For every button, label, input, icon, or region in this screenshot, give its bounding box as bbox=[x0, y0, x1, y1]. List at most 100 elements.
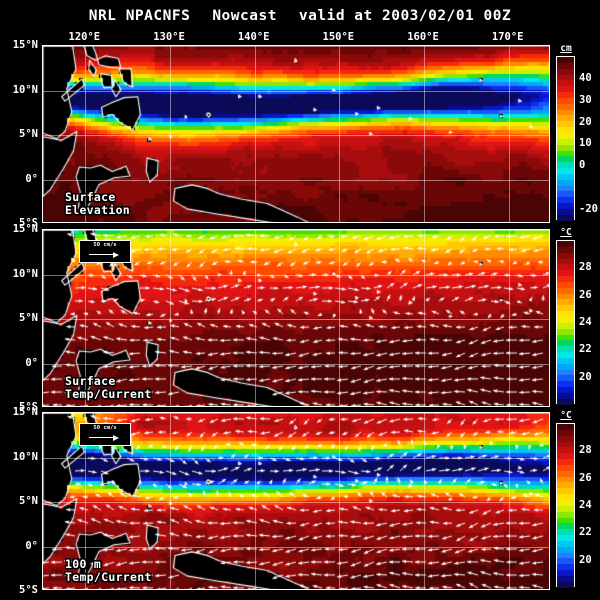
colorbar-segment bbox=[557, 264, 574, 271]
colorbar-segment bbox=[557, 523, 574, 530]
colorbar-segment bbox=[557, 132, 574, 139]
lat-tick-label: 5°N bbox=[19, 312, 38, 324]
graticule-line-lat bbox=[43, 90, 549, 92]
colorbar-swatches bbox=[556, 240, 575, 405]
map-panel-depth-100m-temp-current[interactable]: 50 cm/s 100 m Temp/Current bbox=[42, 412, 550, 590]
colorbar-segment bbox=[557, 459, 574, 465]
graticule-line-lat bbox=[43, 274, 549, 276]
graticule-line-lon bbox=[508, 46, 510, 222]
colorbar-segment bbox=[557, 564, 574, 571]
graticule bbox=[43, 413, 549, 589]
colorbar-tick-labels: 28 26 24 22 20 bbox=[578, 229, 600, 407]
colorbar-swatches bbox=[556, 423, 575, 588]
latitude-axis-depth-100m-temp-current: 15°N 10°N 5°N 0° 5°S bbox=[0, 406, 40, 596]
graticule-line-lon bbox=[339, 413, 341, 589]
panel-label-line: Surface bbox=[65, 374, 116, 389]
colorbar-segment bbox=[557, 57, 574, 63]
colorbar-segment bbox=[557, 203, 574, 209]
header-product: Nowcast bbox=[212, 8, 277, 24]
graticule-line-lat bbox=[43, 46, 549, 47]
colorbar-segment bbox=[557, 470, 574, 477]
colorbar-tick-label: 28 bbox=[579, 444, 592, 457]
colorbar-segment bbox=[557, 316, 574, 323]
colorbar-segment bbox=[557, 305, 574, 312]
colorbar-segment bbox=[557, 517, 574, 524]
colorbar-segment bbox=[557, 575, 574, 582]
colorbar-segment bbox=[557, 246, 574, 253]
colorbar-segment bbox=[557, 392, 574, 399]
colorbar-tick-label: 28 bbox=[579, 261, 592, 274]
colorbar-swatches bbox=[556, 56, 575, 221]
lat-tick-label: 5°N bbox=[19, 128, 38, 140]
colorbar-segment bbox=[557, 311, 574, 317]
lat-tick-label: 10°N bbox=[12, 83, 38, 96]
graticule-line-lat bbox=[43, 179, 549, 181]
latitude-axis-surface-temp-current: 15°N 10°N 5°N 0° 5°S bbox=[0, 223, 40, 413]
colorbar-segment bbox=[557, 214, 574, 221]
colorbar-segment bbox=[557, 173, 574, 180]
colorbar-segment bbox=[557, 357, 574, 364]
graticule-line-lon bbox=[170, 230, 171, 406]
lat-tick-label: 15°N bbox=[12, 39, 38, 51]
colorbar-segment bbox=[557, 138, 574, 145]
colorbar-tick-label: 22 bbox=[579, 343, 592, 356]
graticule-line-lat bbox=[43, 230, 549, 231]
colorbar-segment bbox=[557, 464, 574, 471]
colorbar-segment bbox=[557, 144, 574, 151]
colorbar-segment bbox=[557, 62, 574, 69]
colorbar-segment bbox=[557, 375, 574, 382]
colorbar-segment bbox=[557, 74, 574, 81]
colorbar-segment bbox=[557, 127, 574, 133]
lon-tick-label: 140°E bbox=[237, 31, 270, 43]
colorbar-segment bbox=[557, 398, 574, 405]
velocity-scale-key: 50 cm/s bbox=[79, 423, 131, 446]
colorbar-segment bbox=[557, 499, 574, 506]
colorbar-segment bbox=[557, 168, 574, 174]
lat-tick-label: 15°N bbox=[12, 406, 38, 418]
colorbar-tick-label: 20 bbox=[579, 115, 592, 128]
velocity-scale-label: 50 cm/s bbox=[93, 425, 117, 431]
colorbar-tick-label: 26 bbox=[579, 288, 592, 301]
map-panel-surface-temp-current[interactable]: 50 cm/s Surface Temp/Current bbox=[42, 229, 550, 407]
colorbar-segment bbox=[557, 540, 574, 547]
lat-tick-label: 5°S bbox=[19, 217, 38, 229]
latitude-axis-surface-elevation: 15°N 10°N 5°N 0° 5°S bbox=[0, 39, 40, 229]
colorbar-segment bbox=[557, 293, 574, 300]
colorbar-segment bbox=[557, 103, 574, 110]
map-panel-surface-elevation[interactable]: Surface Elevation bbox=[42, 45, 550, 223]
colorbar-tick-label: 20 bbox=[579, 553, 592, 566]
colorbar-segment bbox=[557, 570, 574, 576]
graticule-line-lon bbox=[339, 46, 341, 222]
colorbar-segment bbox=[557, 447, 574, 454]
colorbar-tick-label: 40 bbox=[579, 71, 592, 84]
graticule bbox=[43, 230, 549, 406]
graticule-line-lon bbox=[339, 230, 341, 406]
panel-label-line: Temp/Current bbox=[65, 386, 152, 401]
lon-tick-label: 130°E bbox=[153, 31, 185, 43]
header-valid-time: valid at 2003/02/01 00Z bbox=[298, 8, 512, 24]
colorbar-segment bbox=[557, 429, 574, 436]
panel-label-line: Temp/Current bbox=[65, 569, 152, 584]
colorbar-segment bbox=[557, 387, 574, 393]
velocity-scale-label: 50 cm/s bbox=[93, 242, 117, 248]
colorbar-segment bbox=[557, 363, 574, 370]
colorbar-segment bbox=[557, 191, 574, 198]
graticule-line-lat bbox=[43, 363, 549, 365]
colorbar-segment bbox=[557, 529, 574, 536]
colorbar-segment bbox=[557, 185, 574, 192]
lat-tick-label: 5°S bbox=[19, 401, 38, 413]
graticule-line-lon bbox=[508, 230, 510, 406]
colorbar-segment bbox=[557, 208, 574, 215]
colorbar-segment bbox=[557, 287, 574, 294]
lat-tick-label: 5°S bbox=[19, 584, 38, 596]
lat-tick-label: 10°N bbox=[12, 267, 38, 280]
figure-header: NRL NPACNFS Nowcast valid at 2003/02/01 … bbox=[0, 6, 600, 26]
scalar-field-raster bbox=[43, 46, 549, 222]
colorbar-segment bbox=[557, 494, 574, 500]
colorbar-segment bbox=[557, 252, 574, 259]
panel-label-line: Elevation bbox=[65, 202, 131, 217]
colorbar-segment bbox=[557, 121, 574, 128]
velocity-scale-arrow-icon bbox=[89, 434, 121, 441]
graticule-line-lat bbox=[43, 546, 549, 548]
graticule bbox=[43, 46, 549, 222]
